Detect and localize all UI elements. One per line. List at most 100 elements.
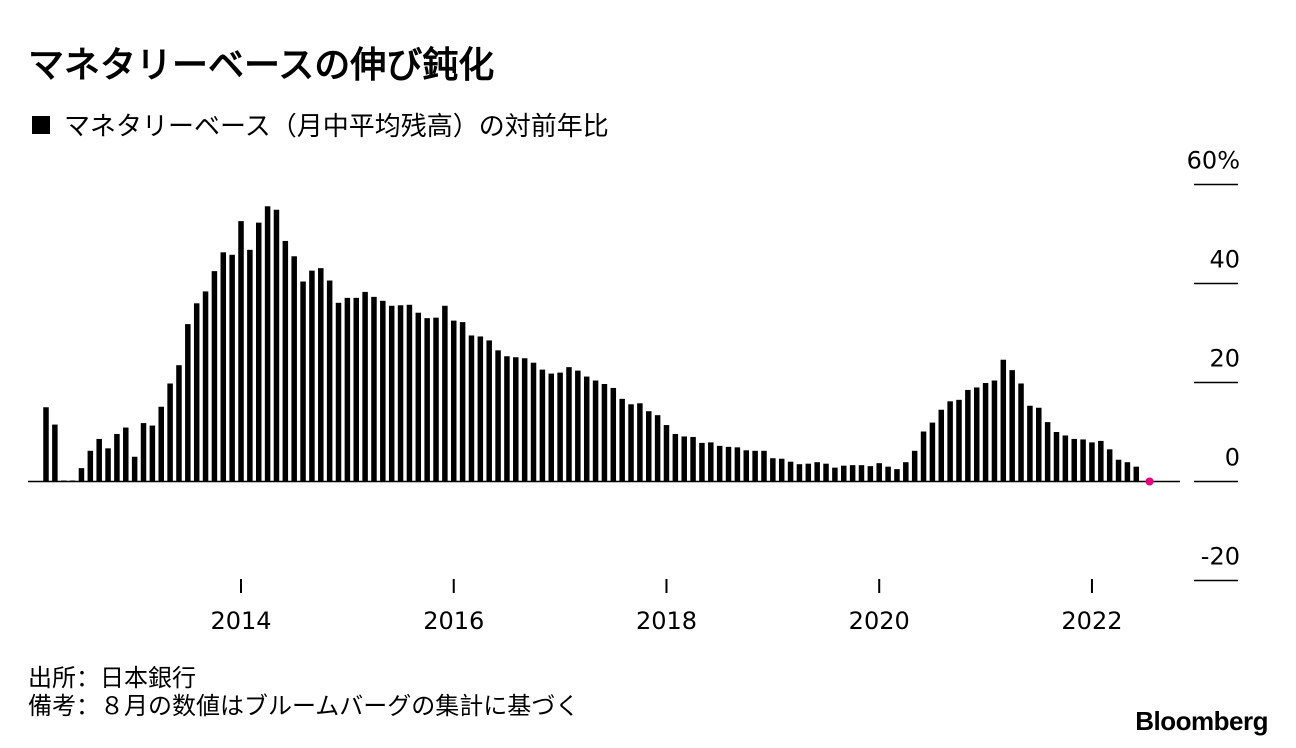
bar bbox=[894, 469, 900, 482]
bar bbox=[1115, 459, 1122, 482]
bar bbox=[353, 297, 359, 482]
bar bbox=[273, 209, 280, 482]
bar bbox=[1062, 435, 1069, 482]
bar bbox=[459, 322, 466, 482]
bar bbox=[530, 362, 537, 482]
bar bbox=[575, 370, 581, 482]
legend: マネタリーベース（月中平均残高）の対前年比 bbox=[32, 106, 609, 143]
bar bbox=[601, 383, 608, 482]
bar bbox=[309, 270, 315, 482]
bar bbox=[78, 468, 85, 482]
bar bbox=[1071, 438, 1077, 482]
bar bbox=[911, 450, 918, 482]
bar bbox=[291, 256, 297, 482]
bar bbox=[185, 324, 191, 482]
bar bbox=[787, 461, 794, 482]
bar bbox=[823, 463, 829, 482]
bar bbox=[158, 406, 164, 482]
bar bbox=[690, 436, 696, 482]
chart-title: マネタリーベースの伸び鈍化 bbox=[28, 45, 495, 86]
bar bbox=[849, 465, 856, 482]
x-axis: 2014 2016 2018 2020 2022 bbox=[210, 579, 1122, 635]
bar bbox=[105, 448, 111, 482]
bar bbox=[663, 425, 670, 482]
y-tick-label: 20 bbox=[1209, 345, 1240, 373]
bar bbox=[52, 424, 58, 482]
y-tick-label: 0 bbox=[1225, 444, 1240, 472]
bar bbox=[486, 340, 492, 482]
bar bbox=[335, 302, 342, 482]
bar bbox=[149, 425, 156, 482]
bar bbox=[832, 467, 838, 482]
bar bbox=[743, 450, 750, 482]
bar bbox=[238, 221, 244, 482]
bar bbox=[716, 445, 723, 482]
bar bbox=[406, 304, 413, 482]
x-tick-label: 2018 bbox=[636, 607, 697, 635]
bar bbox=[841, 465, 847, 482]
bar bbox=[973, 387, 980, 482]
bar bbox=[583, 376, 590, 482]
x-tick-label: 2020 bbox=[849, 607, 910, 635]
bar bbox=[867, 466, 874, 482]
bar bbox=[637, 403, 643, 482]
bar bbox=[592, 380, 599, 482]
bar bbox=[654, 415, 661, 482]
y-axis: 60% 40 20 0 -20 bbox=[1187, 147, 1240, 582]
bar bbox=[991, 380, 998, 482]
bar bbox=[903, 462, 909, 482]
source-note: 出所：日本銀行 bbox=[28, 664, 196, 692]
x-tick-label: 2016 bbox=[423, 607, 484, 635]
bar bbox=[388, 305, 395, 482]
bar bbox=[858, 465, 865, 482]
bar bbox=[1000, 359, 1007, 482]
bar bbox=[140, 423, 147, 482]
bars-group bbox=[28, 206, 1180, 486]
bar bbox=[123, 427, 129, 482]
bar bbox=[495, 350, 501, 482]
bar bbox=[1124, 462, 1131, 482]
bar bbox=[247, 249, 253, 482]
bar bbox=[770, 458, 776, 482]
bar bbox=[521, 358, 528, 482]
bar bbox=[513, 357, 519, 482]
bar bbox=[114, 433, 120, 482]
bar bbox=[397, 305, 404, 482]
bar bbox=[752, 450, 758, 482]
x-tick-label: 2022 bbox=[1061, 607, 1122, 635]
legend-swatch bbox=[32, 115, 50, 134]
bar bbox=[43, 407, 49, 482]
bar bbox=[193, 303, 200, 482]
bar bbox=[646, 411, 652, 482]
bar bbox=[87, 450, 94, 482]
footer: 出所：日本銀行 備考：８月の数値はブルームバーグの集計に基づく bbox=[28, 664, 579, 720]
bar bbox=[318, 268, 324, 482]
bar bbox=[965, 389, 971, 482]
bar bbox=[326, 280, 333, 482]
bar bbox=[176, 365, 182, 482]
y-tick-label: 40 bbox=[1209, 246, 1240, 274]
bar bbox=[734, 447, 741, 482]
bar bbox=[1080, 439, 1086, 482]
bar bbox=[504, 356, 510, 482]
bar bbox=[131, 456, 138, 482]
bar bbox=[96, 438, 102, 482]
bar bbox=[548, 373, 554, 482]
bar bbox=[619, 398, 625, 482]
bar bbox=[362, 291, 368, 482]
bar bbox=[699, 442, 705, 482]
bar bbox=[672, 433, 679, 482]
bar bbox=[477, 336, 484, 482]
bar bbox=[371, 296, 377, 482]
bar bbox=[424, 318, 430, 482]
bar bbox=[1053, 432, 1060, 482]
bar bbox=[778, 458, 785, 482]
bar bbox=[947, 401, 953, 482]
latest-value-marker bbox=[1145, 477, 1154, 486]
y-tick-label: -20 bbox=[1201, 543, 1240, 571]
bar bbox=[220, 252, 227, 482]
bar bbox=[380, 300, 386, 482]
bar bbox=[628, 404, 634, 482]
bar bbox=[929, 422, 936, 482]
bar bbox=[300, 281, 306, 482]
